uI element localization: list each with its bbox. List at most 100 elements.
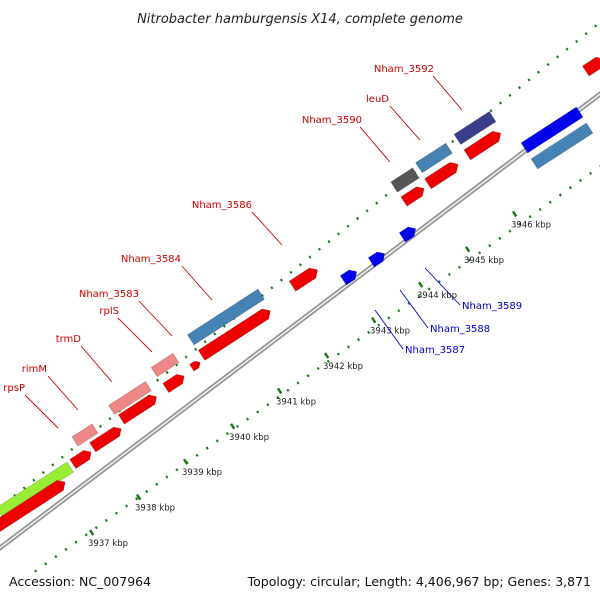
outer-tick	[156, 378, 160, 382]
gene-block	[0, 461, 74, 519]
gene-arrow	[89, 426, 122, 453]
inner-tick	[316, 366, 320, 371]
outer-tick	[508, 93, 512, 97]
backbone-center	[0, 93, 600, 549]
gene-label-leader	[24, 394, 59, 429]
inner-tick	[336, 352, 340, 356]
gene-arrow	[339, 269, 358, 286]
outer-tick	[489, 109, 493, 113]
gene-arrow	[424, 162, 459, 190]
inner-tick	[135, 497, 139, 501]
gene-label: Nham_3588	[430, 324, 490, 335]
inner-tick	[276, 395, 280, 400]
outer-tick	[32, 478, 36, 482]
inner-tick	[508, 229, 512, 233]
inner-tick	[54, 554, 58, 559]
kbp-tick-mark	[464, 246, 471, 253]
outer-tick	[498, 101, 502, 105]
outer-tick	[556, 55, 560, 59]
topology-text: Topology: circular; Length: 4,406,967 bp…	[247, 574, 591, 589]
inner-tick	[498, 236, 502, 240]
outer-tick	[346, 224, 350, 228]
inner-tick	[74, 540, 78, 544]
gene-label-leader	[432, 75, 463, 111]
inner-tick	[145, 489, 149, 494]
gene-block	[108, 380, 152, 416]
kbp-tick-mark	[88, 529, 95, 536]
gene-block	[530, 122, 594, 170]
gene-label: trmD	[56, 334, 82, 345]
outer-tick	[298, 263, 302, 267]
inner-tick	[155, 482, 159, 486]
outer-tick	[451, 139, 455, 144]
gene-label-leader	[389, 105, 421, 141]
gene-label: Nham_3587	[405, 345, 465, 356]
inner-tick	[488, 244, 492, 248]
outer-tick	[184, 355, 188, 359]
inner-tick	[568, 186, 572, 190]
inner-tick	[528, 215, 532, 219]
gene-label: leuD	[366, 94, 389, 105]
gene-label: Nham_3592	[374, 64, 434, 75]
outer-tick	[565, 47, 569, 51]
outer-tick	[527, 78, 531, 82]
kbp-tick-label: 3941 kbp	[276, 397, 316, 407]
gene-label: Nham_3586	[192, 200, 252, 211]
inner-tick	[225, 432, 229, 436]
gene-label-leader	[181, 265, 213, 301]
gene-arrow	[463, 130, 502, 161]
inner-tick	[538, 207, 542, 212]
gene-label-leader	[138, 300, 173, 337]
genome-backbone	[0, 90, 600, 552]
kbp-tick-mark	[135, 493, 142, 501]
outer-tick	[194, 347, 198, 351]
gene-block	[415, 142, 453, 174]
gene-label-leader	[399, 289, 429, 329]
inner-tick	[266, 403, 270, 407]
inner-tick	[306, 374, 310, 378]
outer-tick	[384, 193, 388, 198]
kbp-tick-mark	[229, 423, 236, 430]
kbp-tick-mark	[276, 387, 283, 395]
gene-arrow	[197, 308, 271, 361]
inner-tick	[558, 193, 562, 197]
gene-label: Nham_3584	[121, 254, 181, 265]
kbp-tick-mark	[370, 316, 377, 324]
inner-tick	[346, 345, 350, 349]
outer-tick	[279, 278, 283, 282]
gene-label-leader	[251, 211, 283, 246]
outer-tick	[22, 486, 26, 490]
inner-tick	[114, 511, 118, 515]
inner-tick	[578, 178, 583, 183]
inner-tick	[94, 526, 98, 530]
gene-label-leader	[47, 375, 79, 411]
inner-tick	[447, 272, 451, 277]
gene-label: rpsP	[3, 383, 25, 394]
inner-tick	[104, 518, 108, 523]
inner-tick	[175, 468, 179, 472]
outer-tick	[356, 216, 360, 221]
outer-tick	[222, 324, 226, 328]
gene-label-leader	[80, 345, 113, 383]
gene-block	[390, 167, 420, 193]
inner-tick	[437, 280, 441, 284]
inner-tick	[64, 547, 68, 551]
kbp-tick-label: 3938 kbp	[135, 504, 175, 514]
gene-arrow	[582, 56, 600, 77]
inner-tick	[589, 171, 593, 175]
accession-text: Accession: NC_007964	[9, 574, 151, 589]
inner-tick	[367, 330, 371, 334]
outer-tick	[270, 286, 274, 290]
gene-arrow	[400, 186, 425, 207]
inner-tick	[44, 562, 48, 566]
outer-tick	[327, 240, 331, 244]
inner-tick	[84, 533, 88, 537]
inner-tick	[296, 381, 300, 385]
gene-block	[520, 106, 584, 154]
inner-tick	[468, 258, 472, 262]
outer-tick	[98, 424, 102, 428]
outer-tick	[289, 270, 293, 274]
inner-tick	[165, 475, 169, 479]
kbp-tick-mark	[323, 352, 330, 359]
